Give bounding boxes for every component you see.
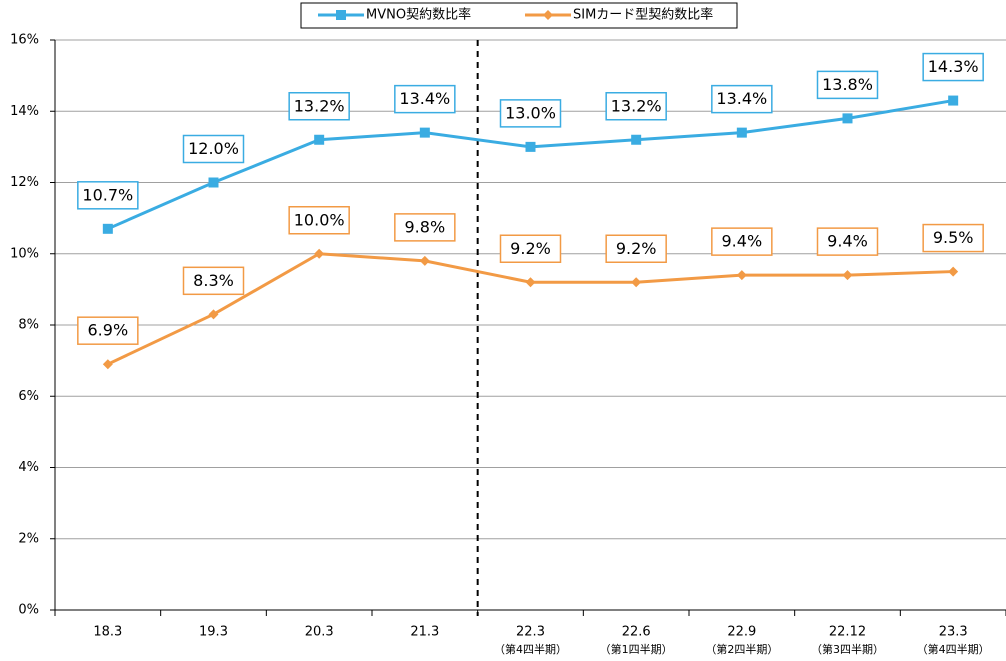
marker xyxy=(736,270,747,281)
value-label: 13.4% xyxy=(399,89,450,108)
value-label: 9.4% xyxy=(827,232,868,251)
x-tick-label: 22.3 xyxy=(516,625,545,640)
x-tick-label: 22.12 xyxy=(829,625,866,640)
marker xyxy=(102,223,113,234)
x-tick-label: 21.3 xyxy=(410,625,439,640)
value-label: 9.8% xyxy=(405,217,446,236)
x-tick-sublabel: （第4四半期） xyxy=(494,642,567,656)
x-tick-label: 22.6 xyxy=(622,625,651,640)
value-label-box xyxy=(816,227,879,256)
marker xyxy=(736,127,747,138)
marker xyxy=(948,266,959,277)
value-label-box xyxy=(182,134,245,164)
legend-label: MVNO契約数比率 xyxy=(366,7,471,23)
y-tick-label: 12% xyxy=(10,175,39,190)
y-tick-label: 16% xyxy=(10,33,39,48)
marker xyxy=(314,134,325,145)
value-label-box xyxy=(711,227,773,256)
x-tick-sublabel: （第1四半期） xyxy=(600,642,673,656)
x-tick-label: 22.9 xyxy=(727,625,756,640)
marker xyxy=(314,248,325,259)
value-label: 13.2% xyxy=(611,96,662,115)
marker xyxy=(631,134,642,145)
value-label-box xyxy=(77,316,139,345)
y-tick-label: 8% xyxy=(18,318,39,333)
y-tick-label: 0% xyxy=(18,603,39,618)
value-label: 12.0% xyxy=(188,139,239,158)
value-label-box xyxy=(922,223,984,253)
marker xyxy=(948,95,959,106)
value-label-box xyxy=(816,70,879,100)
marker xyxy=(419,255,430,266)
marker xyxy=(543,10,553,20)
value-label: 14.3% xyxy=(928,57,979,76)
marker xyxy=(525,141,536,152)
value-label-box xyxy=(182,266,245,296)
value-label-box xyxy=(605,92,667,121)
value-label: 10.7% xyxy=(82,185,133,204)
value-label-box xyxy=(499,234,562,263)
marker xyxy=(208,177,219,188)
marker xyxy=(525,277,536,288)
marker xyxy=(842,270,853,281)
y-tick-label: 2% xyxy=(18,531,39,546)
marker xyxy=(208,309,219,320)
marker xyxy=(102,359,113,370)
value-label-box xyxy=(394,213,456,242)
y-tick-label: 14% xyxy=(10,104,39,119)
value-label: 13.2% xyxy=(294,96,345,115)
y-tick-label: 10% xyxy=(10,246,39,261)
value-label: 9.5% xyxy=(933,228,974,247)
legend-label: SIMカード型契約数比率 xyxy=(573,7,713,23)
value-label-box xyxy=(605,234,667,263)
value-label-box xyxy=(711,84,773,114)
value-label: 13.4% xyxy=(716,89,767,108)
x-tick-label: 18.3 xyxy=(93,625,122,640)
value-label-box xyxy=(394,84,456,114)
value-label: 13.0% xyxy=(505,103,556,122)
x-tick-sublabel: （第4四半期） xyxy=(917,642,990,656)
value-label: 9.2% xyxy=(616,239,657,258)
x-tick-label: 23.3 xyxy=(939,625,968,640)
marker xyxy=(631,277,642,288)
value-label-box xyxy=(77,181,139,210)
value-label: 13.8% xyxy=(822,75,873,94)
value-label: 9.2% xyxy=(510,239,551,258)
value-label-box xyxy=(922,52,984,82)
value-label: 8.3% xyxy=(193,271,234,290)
x-tick-label: 20.3 xyxy=(305,625,334,640)
x-tick-sublabel: （第2四半期） xyxy=(705,642,778,656)
value-label: 6.9% xyxy=(88,321,129,340)
x-tick-sublabel: （第3四半期） xyxy=(811,642,884,656)
x-tick-label: 19.3 xyxy=(199,625,228,640)
value-label: 9.4% xyxy=(722,232,763,251)
marker xyxy=(336,10,346,20)
marker xyxy=(842,113,853,124)
y-tick-label: 6% xyxy=(18,389,39,404)
value-label-box xyxy=(288,92,350,121)
value-label-box xyxy=(499,99,562,128)
value-label-box xyxy=(288,206,350,235)
marker xyxy=(419,127,430,138)
value-label: 10.0% xyxy=(294,210,345,229)
y-tick-label: 4% xyxy=(18,460,39,475)
legend-box xyxy=(300,2,738,29)
